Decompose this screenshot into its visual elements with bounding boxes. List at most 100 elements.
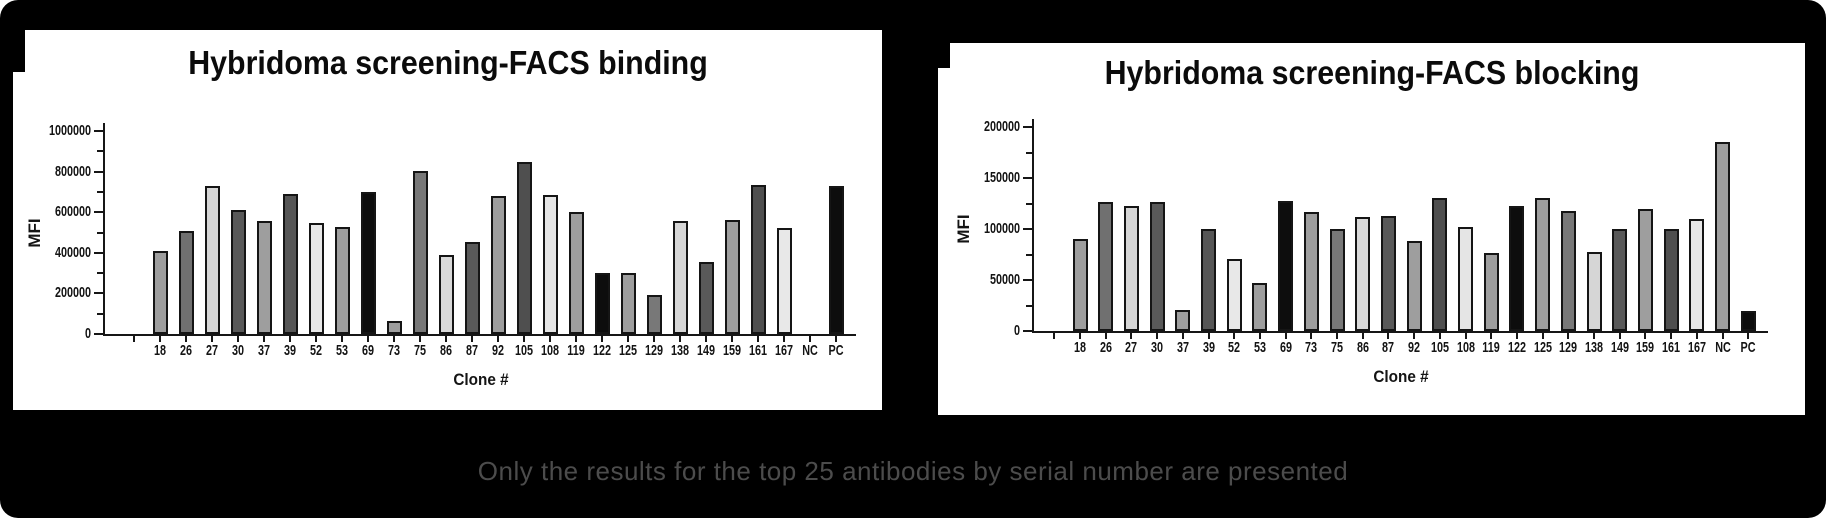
x-tick-label: 129 bbox=[1559, 339, 1578, 356]
x-tick bbox=[1515, 333, 1518, 339]
x-tick bbox=[679, 336, 681, 342]
bar-167 bbox=[1689, 219, 1705, 331]
x-tick-label: 119 bbox=[567, 342, 585, 359]
x-tick-label: 53 bbox=[335, 342, 349, 359]
bar-52 bbox=[1226, 259, 1242, 331]
x-tick-label: 75 bbox=[413, 342, 427, 359]
x-tick-label: 92 bbox=[1408, 339, 1421, 356]
bar-52 bbox=[308, 223, 324, 334]
bar-53 bbox=[334, 227, 350, 334]
y-minor-tick bbox=[97, 190, 103, 193]
x-tick bbox=[211, 336, 213, 342]
x-axis-title: Clone # bbox=[1373, 367, 1429, 386]
x-tick-label: 69 bbox=[1279, 339, 1292, 356]
bar-138 bbox=[1586, 252, 1602, 331]
x-tick-label: 37 bbox=[1176, 339, 1189, 356]
x-tick bbox=[1181, 333, 1184, 339]
bar-149 bbox=[698, 262, 714, 334]
y-tick bbox=[94, 333, 103, 335]
x-tick bbox=[835, 336, 837, 342]
bar-39 bbox=[1201, 229, 1216, 331]
x-tick bbox=[315, 336, 317, 342]
bar-87 bbox=[464, 242, 480, 334]
x-tick-label: 149 bbox=[696, 342, 716, 359]
x-tick bbox=[341, 336, 343, 342]
x-axis bbox=[103, 334, 856, 336]
bar-27 bbox=[204, 186, 220, 334]
x-tick-label: 138 bbox=[1584, 339, 1604, 356]
bar-26 bbox=[178, 231, 194, 334]
bar-161 bbox=[750, 185, 766, 334]
y-tick bbox=[94, 251, 103, 254]
x-tick-label: 30 bbox=[1151, 339, 1164, 356]
y-tick-label: 200000 bbox=[54, 284, 91, 302]
y-minor-tick bbox=[1026, 253, 1032, 256]
x-tick-label: 18 bbox=[1073, 339, 1087, 356]
x-tick-label: NC bbox=[1714, 339, 1731, 356]
bar-125 bbox=[1535, 198, 1551, 331]
y-minor-tick bbox=[1026, 202, 1032, 205]
x-tick bbox=[627, 336, 629, 342]
x-tick-label: NC bbox=[802, 342, 818, 359]
x-tick-label: 119 bbox=[1482, 339, 1500, 356]
x-tick-label: 159 bbox=[722, 342, 742, 359]
x-tick-label: 87 bbox=[1382, 339, 1395, 356]
x-tick bbox=[1747, 333, 1750, 339]
x-tick bbox=[575, 336, 577, 342]
x-tick bbox=[1361, 333, 1364, 339]
x-tick-label: 73 bbox=[1305, 339, 1318, 356]
x-tick-label: 129 bbox=[644, 342, 664, 359]
x-tick-label: 161 bbox=[1662, 339, 1681, 356]
x-tick bbox=[783, 336, 785, 342]
binding-chart-panel: Hybridoma screening-FACS binding 0 200000… bbox=[13, 30, 882, 410]
x-tick-label: 27 bbox=[205, 342, 219, 359]
x-tick-label: PC bbox=[1740, 339, 1756, 356]
y-tick bbox=[1023, 330, 1032, 332]
x-tick bbox=[1079, 333, 1081, 339]
bar-86 bbox=[1355, 217, 1371, 331]
x-tick bbox=[367, 336, 369, 342]
bar-105 bbox=[516, 162, 532, 334]
x-tick bbox=[1721, 333, 1724, 339]
x-tick bbox=[1618, 333, 1621, 339]
x-tick-label: 18 bbox=[153, 342, 167, 359]
bar-37 bbox=[256, 221, 272, 334]
x-tick-label: 86 bbox=[1356, 339, 1369, 356]
x-tick bbox=[653, 336, 655, 342]
x-tick bbox=[445, 336, 447, 342]
bar-108 bbox=[1458, 227, 1473, 331]
x-tick bbox=[1233, 333, 1236, 339]
x-tick bbox=[1464, 333, 1467, 339]
x-tick-label: 27 bbox=[1125, 339, 1138, 356]
bar-125 bbox=[620, 273, 636, 334]
bar-105 bbox=[1432, 198, 1448, 331]
x-axis bbox=[1032, 331, 1769, 333]
x-tick-label: 167 bbox=[1687, 339, 1706, 356]
x-tick-label: 122 bbox=[592, 342, 612, 359]
y-tick bbox=[1023, 177, 1032, 179]
blocking-chart-panel: Hybridoma screening-FACS blocking 0 50000… bbox=[938, 43, 1805, 415]
binding-chart-plot: 0 200000 400000 600000 800000 1000000 18 26 27 30… bbox=[13, 30, 882, 410]
x-tick bbox=[185, 336, 187, 342]
bar-75 bbox=[1329, 229, 1345, 331]
y-tick-label: 100000 bbox=[983, 220, 1020, 237]
bar-108 bbox=[542, 195, 558, 334]
x-tick bbox=[1053, 333, 1056, 339]
x-axis-title: Clone # bbox=[452, 370, 509, 389]
y-minor-tick bbox=[1026, 304, 1032, 307]
y-tick bbox=[1023, 279, 1032, 281]
y-axis-title: MFI bbox=[954, 214, 973, 244]
x-tick bbox=[159, 336, 161, 342]
x-tick-label: 108 bbox=[1456, 339, 1475, 356]
bar-159 bbox=[724, 220, 740, 334]
x-tick bbox=[237, 336, 239, 342]
bar-159 bbox=[1637, 209, 1653, 331]
bar-86 bbox=[438, 255, 454, 334]
x-tick-label: PC bbox=[828, 342, 844, 359]
bar-92 bbox=[490, 196, 506, 334]
x-tick bbox=[1695, 333, 1698, 339]
bar-129 bbox=[646, 295, 662, 334]
x-tick bbox=[1156, 333, 1159, 339]
x-tick-label: 105 bbox=[514, 342, 534, 359]
